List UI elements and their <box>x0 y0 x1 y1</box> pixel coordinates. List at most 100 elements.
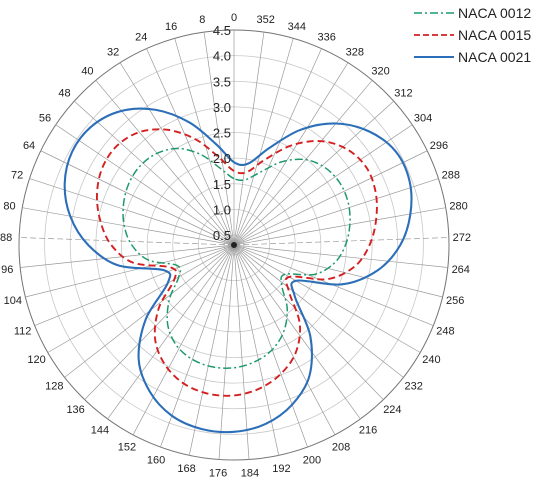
grid-spoke <box>233 38 294 246</box>
radial-tick-label: 3.0 <box>213 100 231 115</box>
angle-tick-label: 8 <box>199 14 205 26</box>
grid-spoke <box>233 207 446 246</box>
angle-tick-label: 136 <box>66 404 84 416</box>
angle-tick-label: 216 <box>359 424 377 436</box>
grid-spoke <box>84 244 235 400</box>
grid-spoke <box>233 244 443 298</box>
angle-tick-label: 304 <box>414 113 432 125</box>
angle-tick-label: 344 <box>288 21 306 33</box>
radial-tick-label: 1.5 <box>213 177 231 192</box>
grid-spoke <box>132 244 235 435</box>
angle-tick-label: 328 <box>346 47 364 59</box>
angle-tick-label: 312 <box>394 87 412 99</box>
grid-spoke <box>34 244 235 326</box>
angle-tick-label: 32 <box>107 47 119 59</box>
series-layer <box>63 107 413 434</box>
legend-label: NACA 0021 <box>458 49 532 65</box>
grid-spoke <box>233 237 449 246</box>
legend-item-naca-0012: NACA 0012 <box>414 2 531 24</box>
angle-tick-label: 320 <box>371 65 389 77</box>
angle-tick-label: 128 <box>45 380 63 392</box>
angle-tick-label: 200 <box>303 454 321 466</box>
legend-line-naca-0015 <box>414 34 454 36</box>
angle-tick-label: 288 <box>442 170 460 182</box>
grid-spoke <box>160 244 235 448</box>
grid-spoke <box>233 62 349 246</box>
grid-spoke <box>233 244 336 435</box>
angle-tick-label: 224 <box>383 404 401 416</box>
angle-tick-label: 256 <box>446 295 464 307</box>
angle-tick-label: 336 <box>318 32 336 44</box>
grid-spoke <box>233 244 308 448</box>
angle-tick-label: 152 <box>118 441 136 453</box>
radial-tick-label: 2.5 <box>213 126 231 141</box>
grid-spoke <box>188 244 235 456</box>
radial-tick-label: 4.0 <box>213 49 231 64</box>
series-line-naca-0012 <box>122 147 351 369</box>
radial-tick-label: 3.5 <box>213 74 231 89</box>
grid-spoke <box>233 124 413 246</box>
angle-tick-label: 272 <box>453 232 471 244</box>
angle-tick-label: 184 <box>241 467 259 479</box>
grid-spoke <box>55 124 235 246</box>
radial-tick-label: 1.0 <box>213 202 231 217</box>
angle-tick-label: 280 <box>449 200 467 212</box>
series-line-naca-0021 <box>63 107 413 434</box>
legend: NACA 0012 NACA 0015 NACA 0021 <box>414 2 531 68</box>
grid-spoke <box>233 244 250 460</box>
grid-spoke <box>95 80 235 246</box>
polar-grid <box>18 29 450 461</box>
grid-spoke <box>233 244 448 268</box>
legend-item-naca-0015: NACA 0015 <box>414 24 531 46</box>
angle-tick-label: 120 <box>27 354 45 366</box>
angle-tick-label: 248 <box>436 325 454 337</box>
angle-tick-label: 296 <box>430 140 448 152</box>
angle-tick-label: 72 <box>11 170 23 182</box>
angle-tick-label: 48 <box>58 87 70 99</box>
angle-tick-label: 352 <box>257 14 275 26</box>
grid-spoke <box>233 178 439 246</box>
grid-spoke <box>233 244 421 353</box>
angle-tick-label: 208 <box>332 441 350 453</box>
radial-tick-label: 4.5 <box>213 23 231 38</box>
legend-label: NACA 0015 <box>458 27 532 43</box>
grid-spoke <box>22 207 235 246</box>
grid-spoke <box>233 100 395 246</box>
grid-spoke <box>174 38 235 246</box>
grid-spoke <box>218 244 235 460</box>
grid-spoke <box>233 48 322 246</box>
grid-spoke <box>233 244 384 400</box>
legend-line-naca-0012 <box>414 12 454 14</box>
grid-spoke <box>47 244 235 353</box>
angle-tick-label: 0 <box>231 12 237 24</box>
legend-label: NACA 0012 <box>458 5 532 21</box>
angle-tick-label: 240 <box>422 354 440 366</box>
angle-tick-label: 232 <box>404 380 422 392</box>
angle-tick-label: 40 <box>81 65 93 77</box>
grid-spoke <box>203 32 235 246</box>
angle-tick-label: 192 <box>272 463 290 475</box>
angle-tick-label: 168 <box>177 463 195 475</box>
angle-tick-label: 56 <box>39 113 51 125</box>
angle-tick-label: 104 <box>4 295 22 307</box>
angle-tick-label: 176 <box>209 467 227 479</box>
grid-spoke <box>40 150 235 246</box>
grid-spoke <box>73 100 235 246</box>
grid-spoke <box>119 62 235 246</box>
grid-spoke <box>233 244 361 420</box>
radial-tick-label: 0.5 <box>213 228 231 243</box>
grid-spoke <box>233 32 265 246</box>
grid-spoke <box>107 244 235 420</box>
angle-tick-label: 88 <box>0 232 12 244</box>
grid-spoke <box>19 237 235 246</box>
angle-tick-label: 16 <box>165 21 177 33</box>
angle-tick-label: 24 <box>135 32 147 44</box>
grid-spoke <box>29 178 235 246</box>
grid-spoke <box>146 48 235 246</box>
polar-center <box>231 242 237 248</box>
radial-tick-label: 2.0 <box>213 151 231 166</box>
angle-tick-label: 64 <box>23 140 35 152</box>
grid-spoke <box>25 244 235 298</box>
